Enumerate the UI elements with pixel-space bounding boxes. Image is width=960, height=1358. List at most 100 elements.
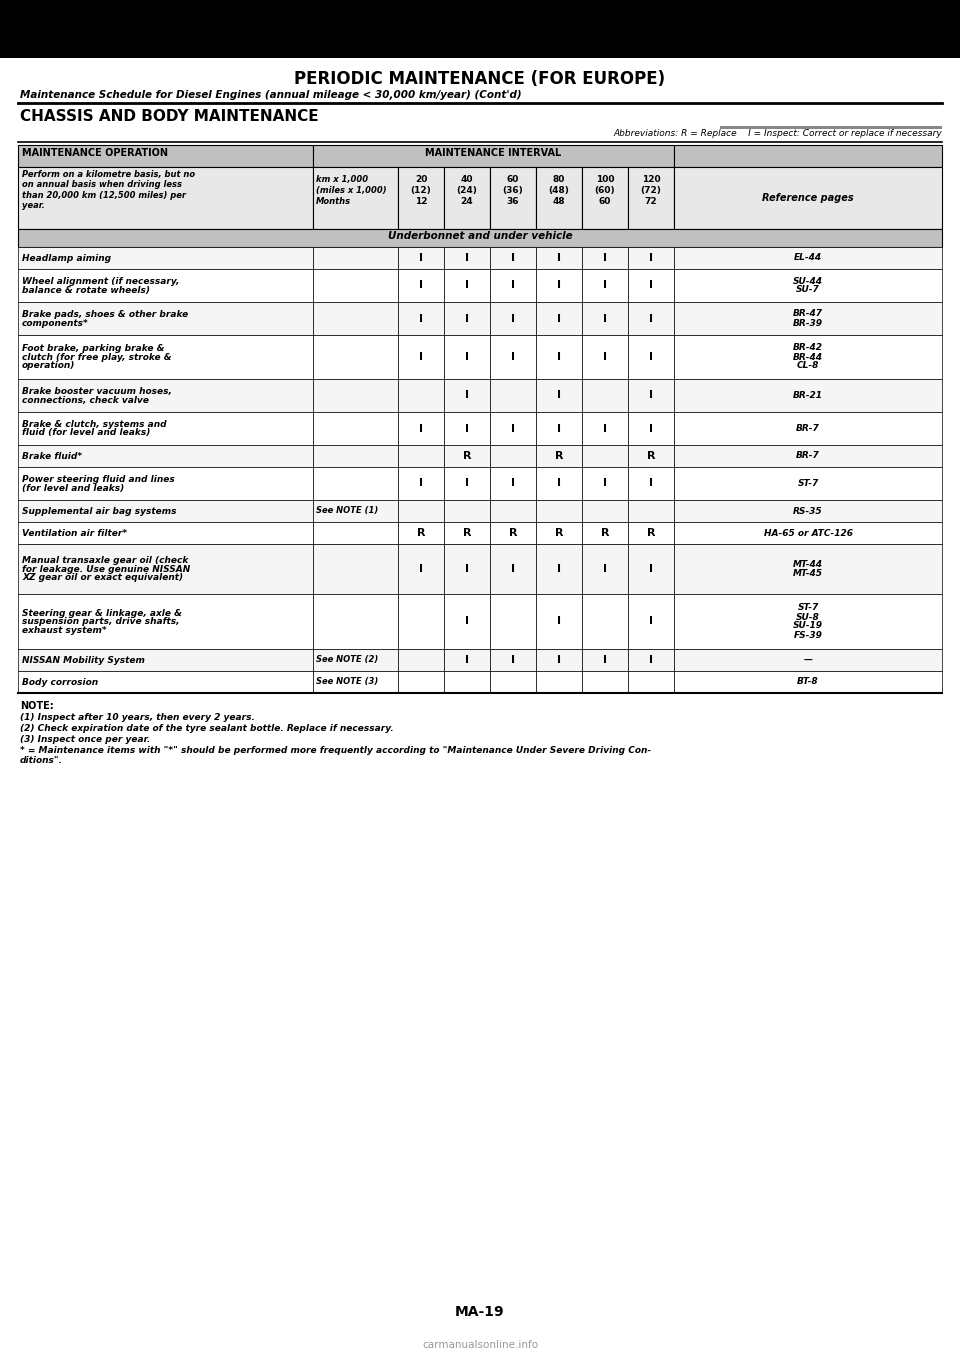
Bar: [674, 335, 942, 379]
Text: (24): (24): [457, 186, 477, 196]
Bar: [536, 411, 582, 445]
Text: Body corrosion: Body corrosion: [22, 678, 98, 687]
Bar: [674, 269, 942, 301]
Bar: [444, 411, 490, 445]
Bar: [628, 411, 674, 445]
Bar: [490, 467, 536, 500]
Bar: [536, 521, 582, 545]
Bar: [18, 145, 313, 167]
Bar: [490, 335, 536, 379]
Bar: [18, 649, 313, 671]
Text: EL-44: EL-44: [794, 254, 822, 262]
Text: Perform on a kilometre basis, but no
on annual basis when driving less
than 20,0: Perform on a kilometre basis, but no on …: [22, 170, 195, 210]
Text: 20: 20: [415, 175, 427, 183]
Text: (12): (12): [411, 186, 431, 196]
Bar: [444, 545, 490, 593]
Text: components*: components*: [22, 319, 88, 327]
Bar: [628, 269, 674, 301]
Text: R: R: [509, 528, 517, 538]
Bar: [444, 301, 490, 335]
Text: —: —: [804, 656, 812, 664]
Bar: [582, 301, 628, 335]
Bar: [674, 521, 942, 545]
Text: (2) Check expiration date of the tyre sealant bottle. Replace if necessary.: (2) Check expiration date of the tyre se…: [20, 724, 394, 733]
Bar: [313, 145, 674, 167]
Text: for leakage. Use genuine NISSAN: for leakage. Use genuine NISSAN: [22, 565, 190, 573]
Text: Months: Months: [316, 197, 351, 206]
Bar: [398, 467, 444, 500]
Bar: [398, 411, 444, 445]
Text: BR-39: BR-39: [793, 319, 823, 327]
Bar: [444, 269, 490, 301]
Text: I: I: [511, 314, 515, 323]
Text: I: I: [465, 352, 469, 363]
Bar: [313, 467, 398, 500]
Text: I: I: [419, 253, 423, 263]
Text: (miles x 1,000): (miles x 1,000): [316, 186, 387, 196]
Bar: [674, 167, 942, 230]
Text: (36): (36): [503, 186, 523, 196]
Text: I: I: [465, 617, 469, 626]
Text: I: I: [557, 564, 561, 574]
Bar: [398, 500, 444, 521]
Text: R: R: [555, 451, 564, 460]
Text: MT-44: MT-44: [793, 559, 823, 569]
Text: CL-8: CL-8: [797, 361, 819, 371]
Text: I: I: [557, 391, 561, 401]
Text: 60: 60: [507, 175, 519, 183]
Bar: [628, 521, 674, 545]
Text: 60: 60: [599, 197, 612, 206]
Text: I: I: [603, 424, 607, 433]
Text: (72): (72): [640, 186, 661, 196]
Text: I: I: [557, 478, 561, 489]
Bar: [536, 269, 582, 301]
Bar: [674, 379, 942, 411]
Bar: [628, 593, 674, 649]
Bar: [313, 671, 398, 693]
Text: HA-65 or ATC-126: HA-65 or ATC-126: [763, 528, 852, 538]
Text: XZ gear oil or exact equivalent): XZ gear oil or exact equivalent): [22, 573, 183, 583]
Text: 40: 40: [461, 175, 473, 183]
Bar: [490, 167, 536, 230]
Text: 120: 120: [641, 175, 660, 183]
Bar: [536, 545, 582, 593]
Text: I: I: [557, 352, 561, 363]
Bar: [18, 230, 942, 247]
Bar: [398, 335, 444, 379]
Bar: [18, 593, 313, 649]
Bar: [536, 301, 582, 335]
Bar: [18, 411, 313, 445]
Text: SU-8: SU-8: [796, 612, 820, 622]
Text: km x 1,000: km x 1,000: [316, 175, 368, 183]
Text: SU-7: SU-7: [796, 285, 820, 295]
Bar: [628, 545, 674, 593]
Text: I: I: [465, 281, 469, 291]
Text: connections, check valve: connections, check valve: [22, 395, 149, 405]
Text: Headlamp aiming: Headlamp aiming: [22, 254, 111, 262]
Text: I: I: [511, 478, 515, 489]
Bar: [582, 593, 628, 649]
Text: * = Maintenance items with "*" should be performed more frequently according to : * = Maintenance items with "*" should be…: [20, 746, 651, 766]
Bar: [490, 593, 536, 649]
Bar: [536, 500, 582, 521]
Text: I: I: [649, 424, 653, 433]
Bar: [674, 649, 942, 671]
Text: I: I: [603, 281, 607, 291]
Bar: [582, 521, 628, 545]
Bar: [490, 301, 536, 335]
Text: R: R: [417, 528, 425, 538]
Text: I: I: [557, 655, 561, 665]
Text: See NOTE (1): See NOTE (1): [316, 507, 378, 515]
Bar: [674, 411, 942, 445]
Text: Steering gear & linkage, axle &: Steering gear & linkage, axle &: [22, 608, 182, 618]
Text: BT-8: BT-8: [797, 678, 819, 687]
Text: Power steering fluid and lines: Power steering fluid and lines: [22, 475, 175, 483]
Bar: [490, 379, 536, 411]
Bar: [490, 671, 536, 693]
Bar: [628, 301, 674, 335]
Bar: [628, 467, 674, 500]
Bar: [628, 167, 674, 230]
Bar: [398, 167, 444, 230]
Text: balance & rotate wheels): balance & rotate wheels): [22, 285, 150, 295]
Text: I: I: [419, 478, 423, 489]
